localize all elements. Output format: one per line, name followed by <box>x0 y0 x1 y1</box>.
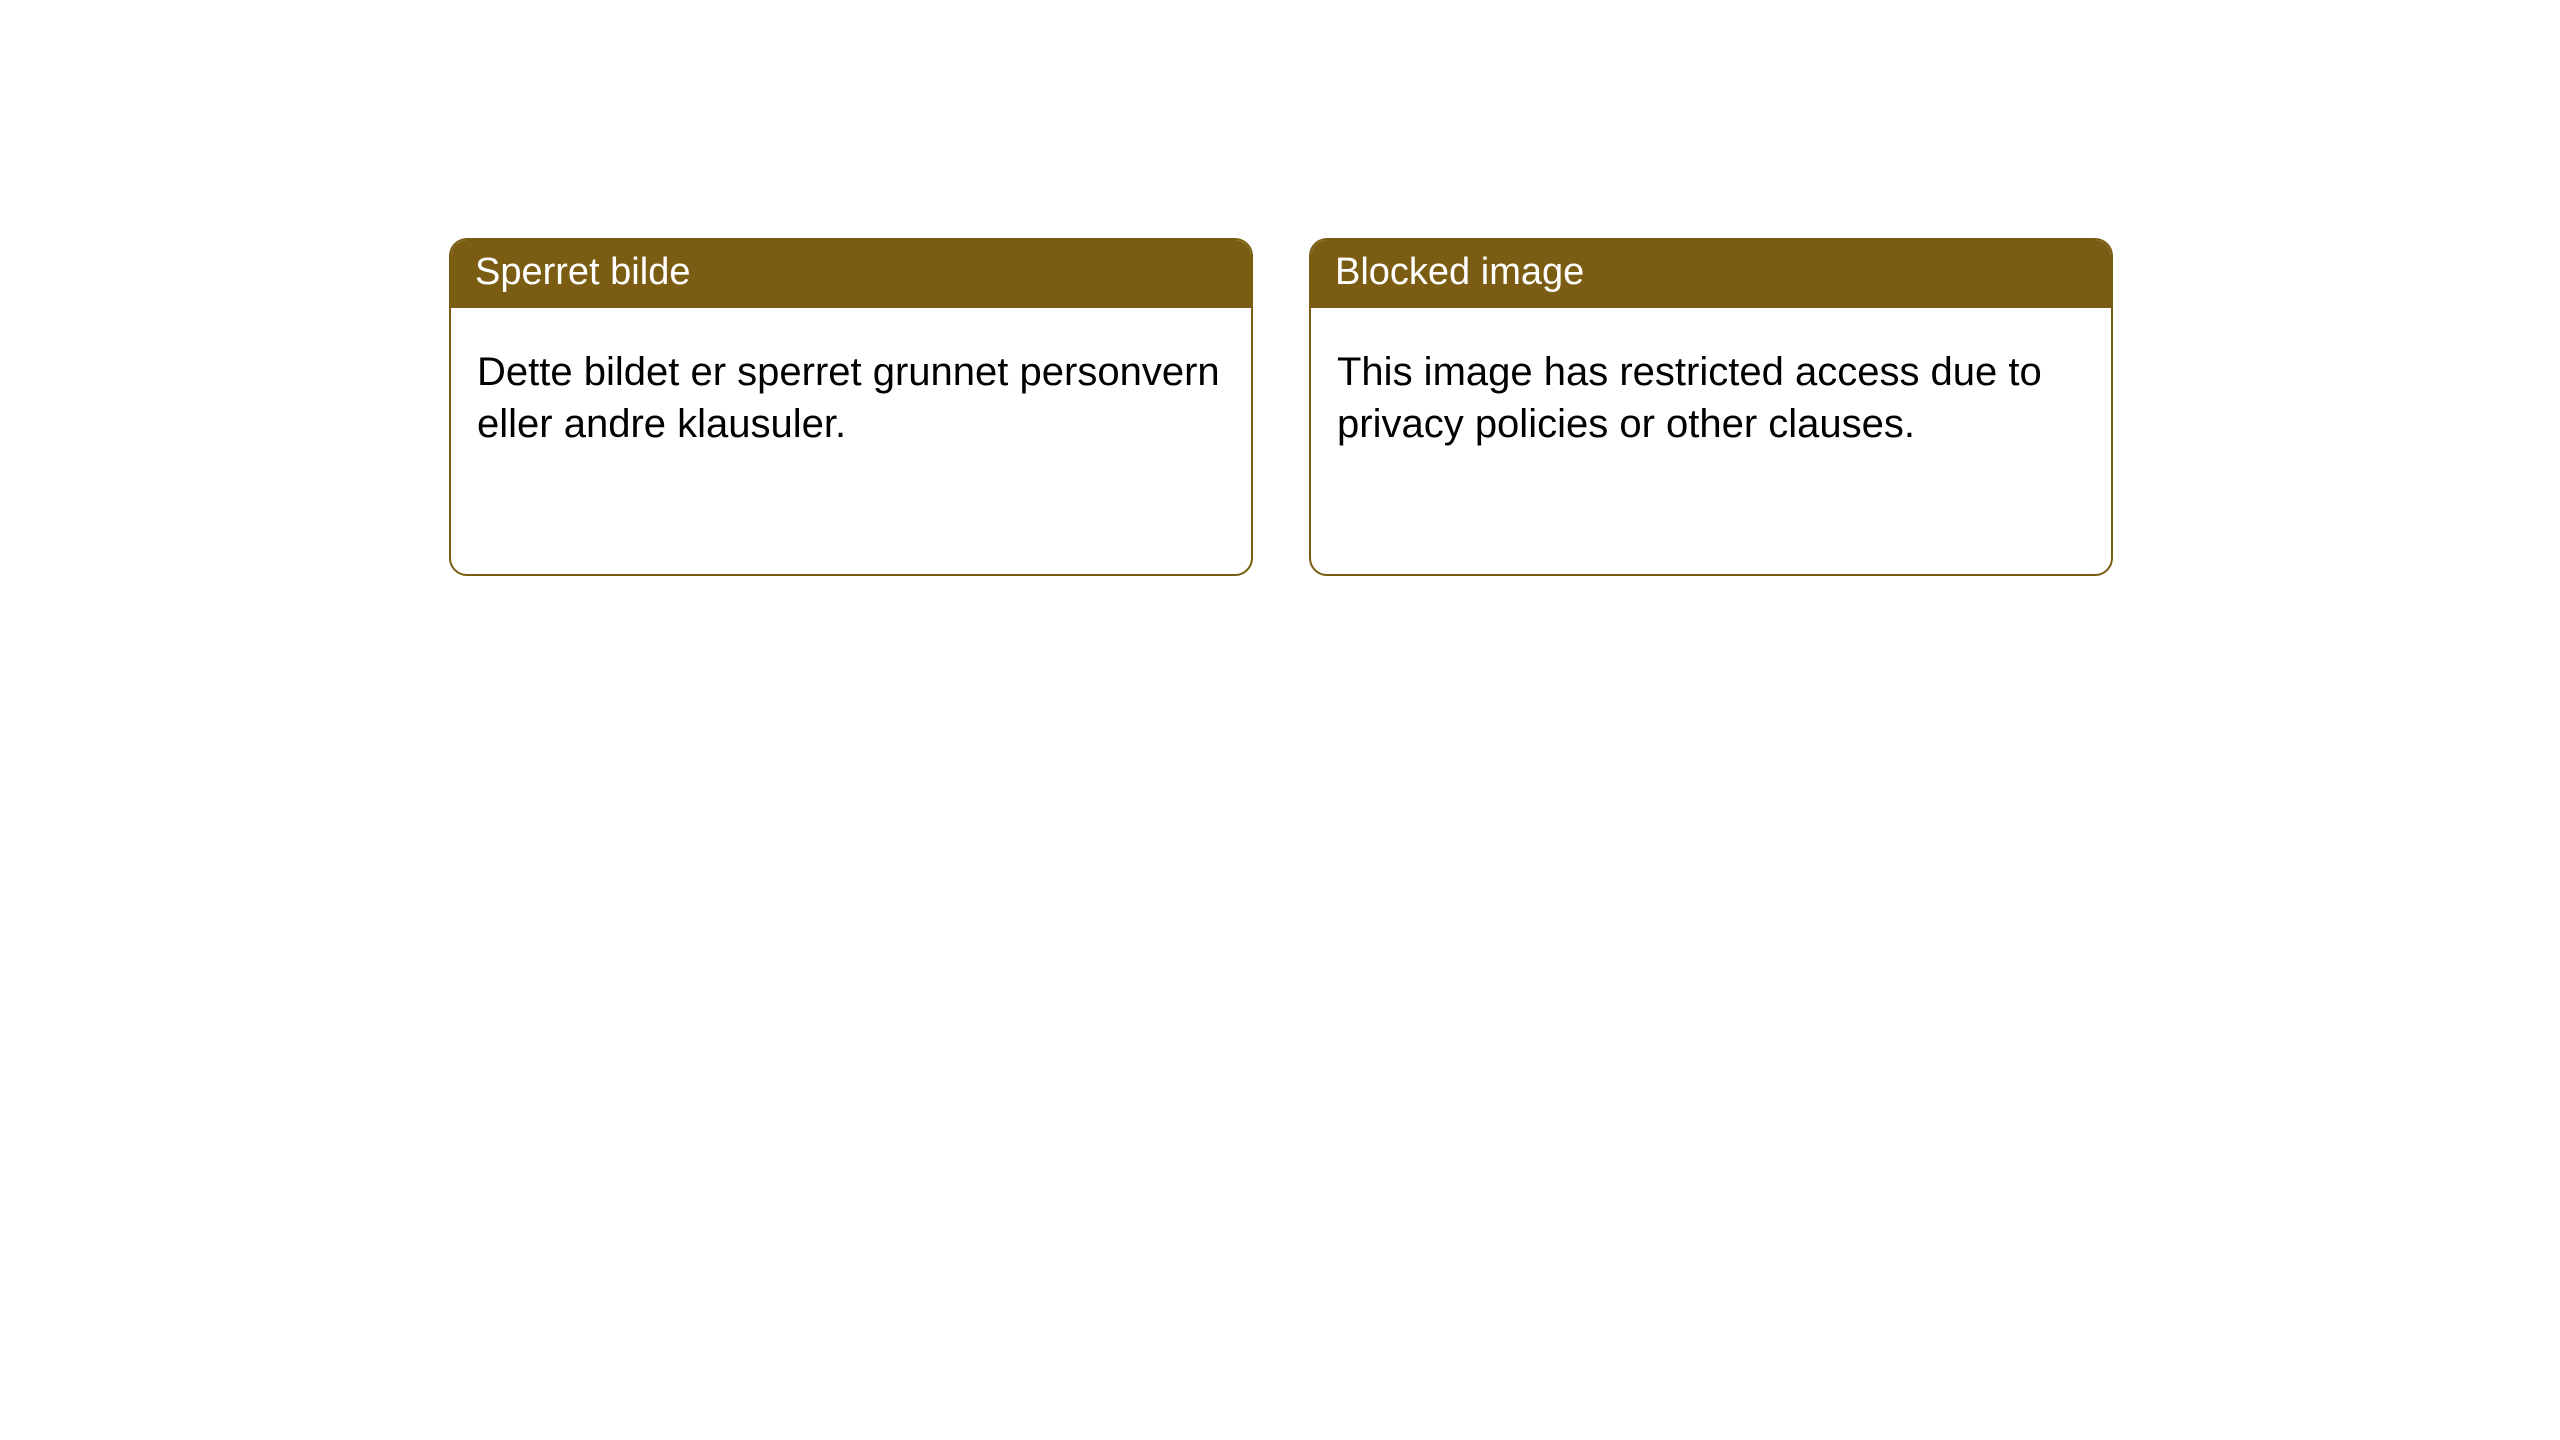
notice-container: Sperret bilde Dette bildet er sperret gr… <box>449 238 2113 576</box>
notice-title: Sperret bilde <box>451 240 1251 308</box>
notice-body: This image has restricted access due to … <box>1311 308 2111 476</box>
notice-card-norwegian: Sperret bilde Dette bildet er sperret gr… <box>449 238 1253 576</box>
notice-card-english: Blocked image This image has restricted … <box>1309 238 2113 576</box>
notice-title: Blocked image <box>1311 240 2111 308</box>
notice-body: Dette bildet er sperret grunnet personve… <box>451 308 1251 476</box>
